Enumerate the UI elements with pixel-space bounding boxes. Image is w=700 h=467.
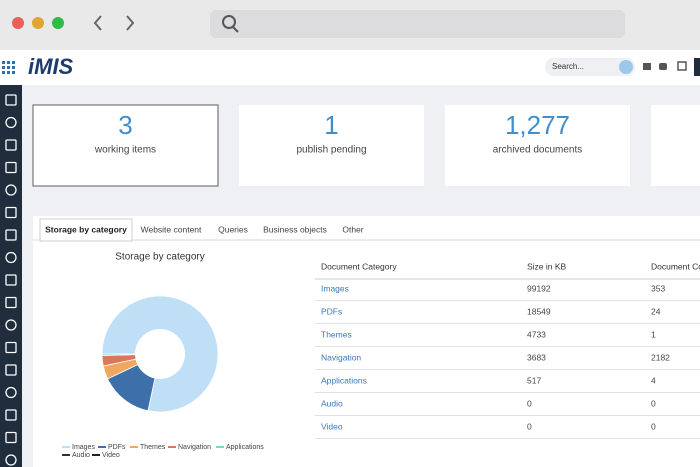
legend-label[interactable]: Video xyxy=(102,452,120,459)
table-cell: 0 xyxy=(527,421,532,431)
card[interactable] xyxy=(445,105,630,186)
search-placeholder: Search... xyxy=(552,62,584,71)
pie-slice[interactable] xyxy=(101,295,219,413)
category-link[interactable]: Images xyxy=(321,283,349,293)
sidebar-icon[interactable] xyxy=(5,206,17,219)
bot-icon[interactable] xyxy=(659,63,667,70)
card[interactable] xyxy=(651,105,700,186)
legend-label[interactable]: Images xyxy=(72,444,95,451)
table-cell: 0 xyxy=(651,398,656,408)
sidebar-icon[interactable] xyxy=(5,364,17,376)
sidebar-icon[interactable] xyxy=(5,161,17,174)
category-link[interactable]: Navigation xyxy=(321,352,361,362)
card-label: archived documents xyxy=(493,145,583,156)
category-link[interactable]: Audio xyxy=(321,398,343,408)
sidebar-icon[interactable] xyxy=(5,319,17,331)
category-link[interactable]: PDFs xyxy=(321,306,342,316)
card-label: working items xyxy=(94,145,156,156)
search-box[interactable] xyxy=(545,58,635,76)
minimize-button[interactable] xyxy=(32,17,44,29)
sidebar-icon[interactable] xyxy=(5,296,17,309)
table-cell: 2182 xyxy=(651,352,670,362)
sidebar-icon[interactable] xyxy=(5,386,17,399)
table-cell: 0 xyxy=(651,421,656,431)
table-cell: 24 xyxy=(651,306,661,316)
table-cell: 1 xyxy=(651,329,656,339)
sidebar-icon[interactable] xyxy=(5,274,17,286)
sidebar-icon[interactable] xyxy=(5,409,17,421)
donut-hole xyxy=(135,329,185,379)
table-cell: 353 xyxy=(651,283,665,293)
card[interactable] xyxy=(32,104,219,187)
address-bar[interactable] xyxy=(210,10,625,38)
column-header: Document Count xyxy=(651,261,700,271)
legend-label[interactable]: Themes xyxy=(140,444,166,451)
legend-label[interactable]: Applications xyxy=(226,444,264,451)
tab-active[interactable] xyxy=(39,218,133,242)
cart-icon[interactable] xyxy=(643,63,651,70)
tab[interactable]: Website content xyxy=(141,224,202,234)
tab[interactable]: Queries xyxy=(218,224,248,234)
search-icon xyxy=(222,15,236,29)
sidebar-icon[interactable] xyxy=(5,184,17,196)
card-value: 3 xyxy=(118,110,132,140)
forward-button[interactable] xyxy=(126,15,135,31)
sidebar-icons xyxy=(5,94,17,466)
card-value: 1,277 xyxy=(505,110,570,140)
sidebar-icon[interactable] xyxy=(5,94,17,106)
table-cell: 4 xyxy=(651,375,656,385)
category-link[interactable]: Themes xyxy=(321,329,352,339)
card-value: 1 xyxy=(324,110,338,140)
sidebar-icon[interactable] xyxy=(5,341,17,354)
card-label: publish pending xyxy=(296,145,366,156)
sidebar-icon[interactable] xyxy=(5,139,17,151)
table-cell: 3683 xyxy=(527,352,546,362)
search-icon xyxy=(232,26,239,33)
category-link[interactable]: Video xyxy=(321,421,343,431)
sidebar-icon[interactable] xyxy=(5,251,17,264)
table-cell: 517 xyxy=(527,375,541,385)
tab[interactable]: Storage by category xyxy=(45,224,127,234)
user-button[interactable] xyxy=(694,58,700,76)
legend-label[interactable]: Navigation xyxy=(178,444,211,451)
sidebar-icon[interactable] xyxy=(5,454,17,466)
tab[interactable]: Business objects xyxy=(263,224,327,234)
column-header: Document Category xyxy=(321,261,397,271)
search-button[interactable] xyxy=(619,60,633,74)
table-cell: 0 xyxy=(527,398,532,408)
sidebar-icon[interactable] xyxy=(5,229,17,241)
table-cell: 18549 xyxy=(527,306,551,316)
back-button[interactable] xyxy=(93,15,102,31)
table-cell: 99192 xyxy=(527,283,551,293)
legend-label[interactable]: Audio xyxy=(72,452,90,459)
edit-icon[interactable] xyxy=(677,61,687,71)
card[interactable] xyxy=(239,105,424,186)
column-header: Size in KB xyxy=(527,261,567,271)
apps-menu[interactable] xyxy=(2,61,15,74)
sidebar-icon[interactable] xyxy=(5,431,17,444)
close-button[interactable] xyxy=(12,17,24,29)
table-cell: 4733 xyxy=(527,329,546,339)
chart-title: Storage by category xyxy=(115,252,205,263)
logo[interactable]: iMIS xyxy=(28,54,74,79)
sidebar-icon[interactable] xyxy=(5,116,17,129)
tab[interactable]: Other xyxy=(342,224,363,234)
maximize-button[interactable] xyxy=(52,17,64,29)
category-link[interactable]: Applications xyxy=(321,375,367,385)
legend-label[interactable]: PDFs xyxy=(108,444,126,451)
